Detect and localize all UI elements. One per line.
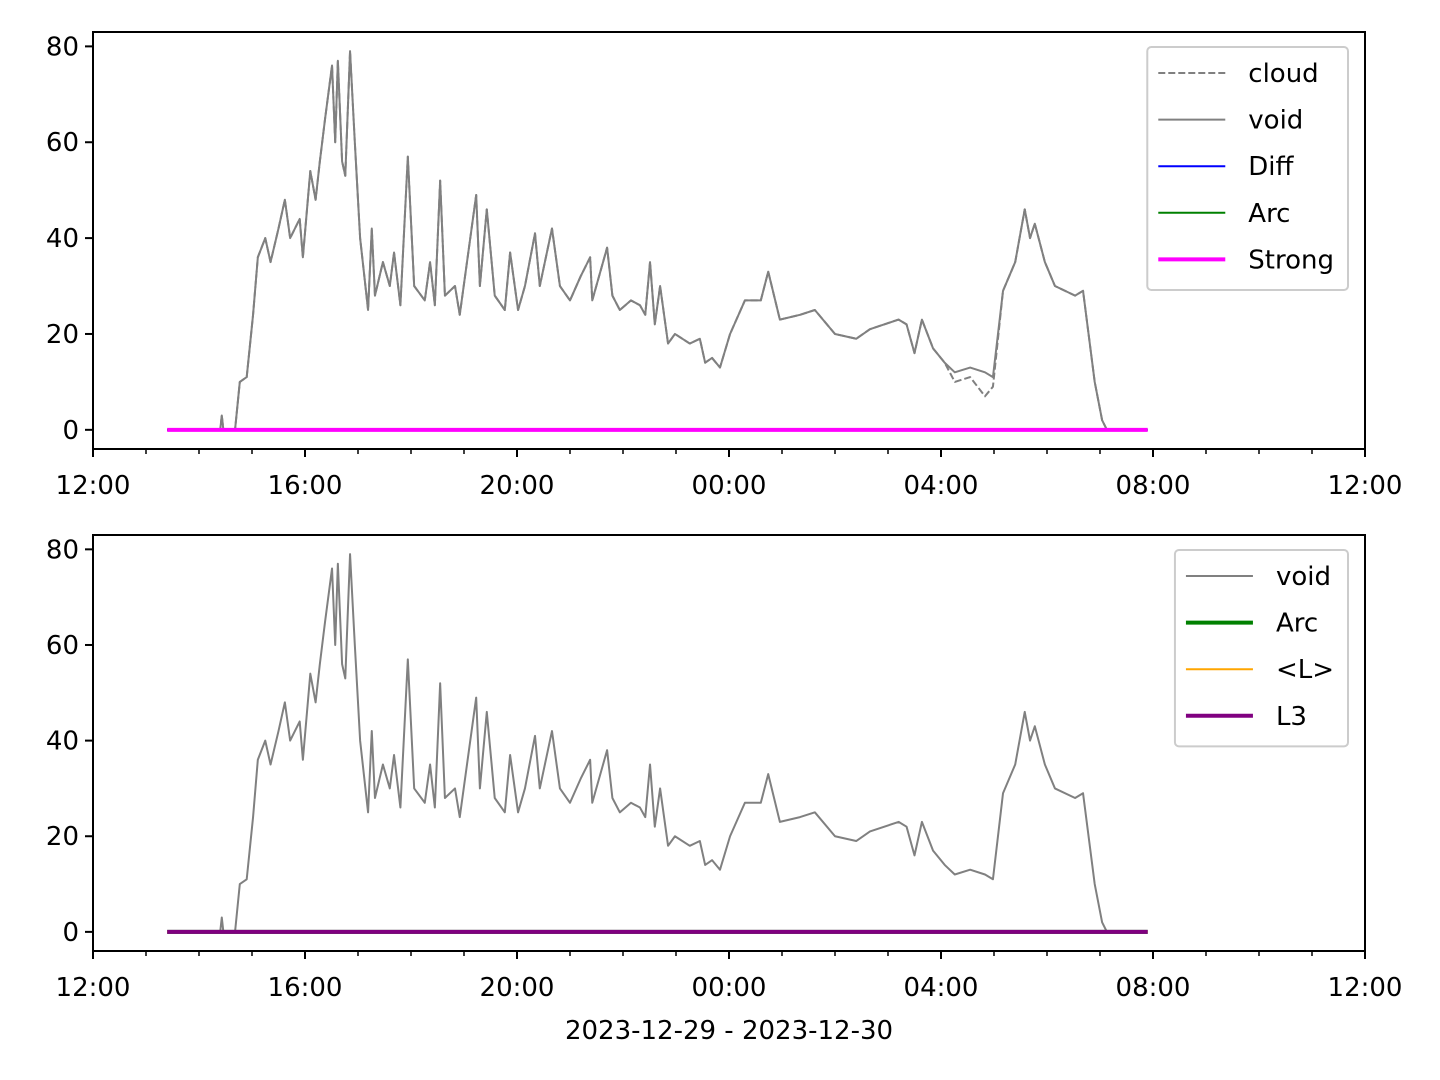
y-tick-label: 60 bbox=[46, 631, 79, 661]
x-tick-label: 08:00 bbox=[1116, 973, 1191, 1003]
x-tick-label: 16:00 bbox=[268, 471, 343, 501]
legend-frame bbox=[1173, 549, 1349, 748]
legend-label: cloud bbox=[1248, 59, 1318, 89]
y-tick-label: 80 bbox=[46, 32, 79, 62]
x-tick-label: 16:00 bbox=[268, 973, 343, 1003]
legend-label: Arc bbox=[1276, 609, 1318, 639]
legend: void Arc <L> L3 bbox=[1173, 549, 1349, 748]
y-tick-label: 20 bbox=[46, 320, 79, 350]
x-tick-label: 20:00 bbox=[480, 973, 555, 1003]
x-tick-label: 12:00 bbox=[56, 471, 131, 501]
x-tick-label: 08:00 bbox=[1116, 471, 1191, 501]
x-tick-label: 00:00 bbox=[692, 471, 767, 501]
y-tick-label: 40 bbox=[46, 727, 79, 757]
legend-frame bbox=[1146, 46, 1349, 291]
y-tick-label: 60 bbox=[46, 128, 79, 158]
y-tick-label: 20 bbox=[46, 822, 79, 852]
y-tick-label: 0 bbox=[62, 416, 79, 446]
y-tick-label: 80 bbox=[46, 535, 79, 565]
legend-label: Arc bbox=[1248, 199, 1290, 229]
x-tick-label: 12:00 bbox=[1328, 973, 1403, 1003]
legend-label: void bbox=[1276, 562, 1331, 592]
x-tick-label: 04:00 bbox=[904, 973, 979, 1003]
x-tick-label: 20:00 bbox=[480, 471, 555, 501]
y-tick-label: 0 bbox=[62, 918, 79, 948]
legend-label: <L> bbox=[1276, 655, 1334, 685]
series-line bbox=[167, 553, 1108, 933]
legend: cloud void Diff Arc Strong bbox=[1146, 46, 1349, 291]
legend-label: Strong bbox=[1248, 245, 1334, 275]
series-line bbox=[167, 50, 1108, 431]
x-tick-label: 04:00 bbox=[904, 471, 979, 501]
x-axis-label: 2023-12-29 - 2023-12-30 bbox=[565, 1016, 893, 1046]
plot-area bbox=[167, 50, 1148, 432]
y-tick-label: 40 bbox=[46, 224, 79, 254]
x-tick-label: 12:00 bbox=[56, 973, 131, 1003]
plot-area bbox=[167, 553, 1148, 934]
x-tick-label: 12:00 bbox=[1328, 471, 1403, 501]
legend-label: Diff bbox=[1248, 152, 1294, 182]
legend-label: L3 bbox=[1276, 702, 1307, 732]
x-tick-label: 00:00 bbox=[692, 973, 767, 1003]
legend-label: void bbox=[1248, 106, 1303, 136]
